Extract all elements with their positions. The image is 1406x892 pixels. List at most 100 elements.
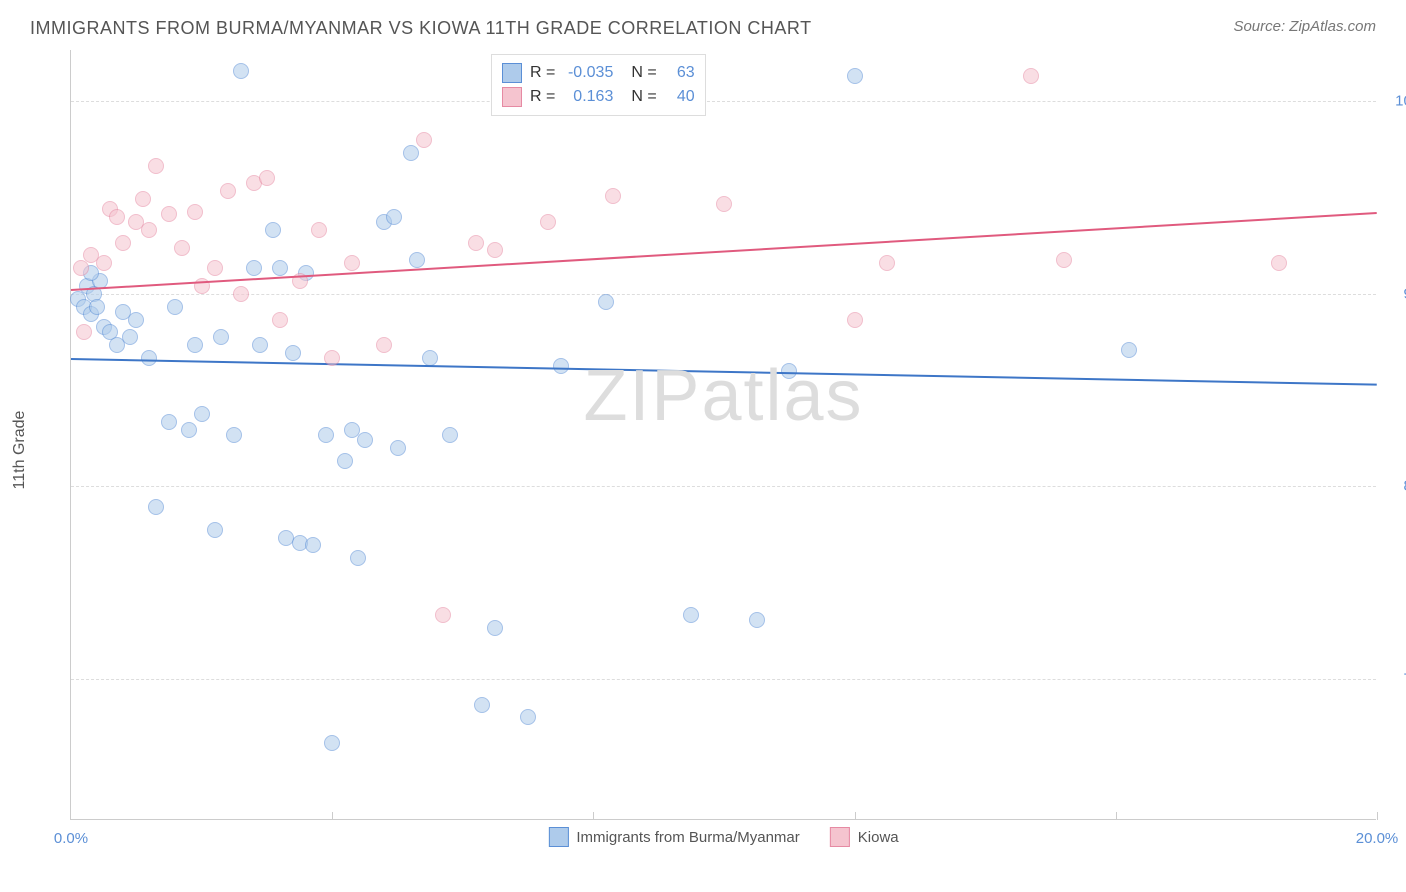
scatter-point [135,191,151,207]
scatter-point [96,255,112,271]
legend-statistics-box: R = -0.035 N = 63 R = 0.163 N = 40 [491,54,706,116]
scatter-point [148,158,164,174]
legend-N-label: N = [631,64,656,82]
legend-R-value: 0.163 [563,88,613,106]
scatter-point [167,299,183,315]
scatter-point [174,240,190,256]
scatter-point [148,499,164,515]
x-tick-mark [1377,812,1378,820]
scatter-point [207,260,223,276]
scatter-point [285,345,301,361]
legend-N-value: 40 [665,88,695,106]
scatter-point [194,406,210,422]
x-tick-mark [593,812,594,820]
scatter-point [781,363,797,379]
scatter-point [141,350,157,366]
scatter-point [416,132,432,148]
x-tick-mark [332,812,333,820]
scatter-point [233,286,249,302]
scatter-point [716,196,732,212]
legend-series-item: Immigrants from Burma/Myanmar [548,827,799,847]
legend-stat-row: R =-0.035N =63 [502,61,695,85]
scatter-point [109,209,125,225]
legend-swatch [830,827,850,847]
legend-swatch [502,87,522,107]
legend-R-label: R = [530,88,555,106]
scatter-point [226,427,242,443]
scatter-point [128,312,144,328]
chart-container: 11th Grade ZIPatlas R =-0.035N =63R =0.1… [50,50,1386,850]
trend-line [71,358,1377,386]
scatter-point [213,329,229,345]
scatter-point [272,312,288,328]
scatter-point [520,709,536,725]
scatter-point [318,427,334,443]
scatter-point [553,358,569,374]
scatter-point [474,697,490,713]
x-tick-label: 0.0% [54,830,88,847]
scatter-point [76,324,92,340]
scatter-point [409,252,425,268]
watermark-text: ZIPatlas [583,355,863,437]
scatter-point [1121,342,1137,358]
legend-series-label: Kiowa [858,829,899,846]
scatter-point [683,607,699,623]
gridline-horizontal [71,294,1376,295]
x-tick-mark [855,812,856,820]
scatter-point [311,222,327,238]
scatter-point [233,63,249,79]
gridline-horizontal [71,486,1376,487]
legend-N-label: N = [631,88,656,106]
scatter-point [487,620,503,636]
legend-stat-row: R = 0.163 N = 40 [502,85,695,109]
scatter-point [324,735,340,751]
scatter-point [220,183,236,199]
legend-swatch [548,827,568,847]
gridline-horizontal [71,679,1376,680]
scatter-point [847,68,863,84]
scatter-point [259,170,275,186]
chart-source: Source: ZipAtlas.com [1233,18,1376,35]
legend-series-bottom: Immigrants from Burma/Myanmar Kiowa [548,827,898,847]
y-tick-label: 92.5% [1386,285,1406,302]
y-axis-title: 11th Grade [11,411,29,490]
scatter-point [324,350,340,366]
scatter-point [115,235,131,251]
scatter-point [1023,68,1039,84]
scatter-point [337,453,353,469]
legend-R-value: -0.035 [563,64,613,82]
scatter-point [265,222,281,238]
scatter-point [540,214,556,230]
scatter-point [207,522,223,538]
chart-title: IMMIGRANTS FROM BURMA/MYANMAR VS KIOWA 1… [30,18,812,39]
scatter-point [187,337,203,353]
x-tick-label: 20.0% [1356,830,1399,847]
scatter-point [598,294,614,310]
scatter-point [141,222,157,238]
scatter-point [605,188,621,204]
scatter-point [305,537,321,553]
scatter-point [1271,255,1287,271]
scatter-point [749,612,765,628]
scatter-point [187,204,203,220]
scatter-point [468,235,484,251]
scatter-point [487,242,503,258]
scatter-point [403,145,419,161]
legend-series-item: Kiowa [830,827,899,847]
scatter-point [390,440,406,456]
scatter-point [350,550,366,566]
scatter-point [344,255,360,271]
scatter-point [386,209,402,225]
scatter-point [422,350,438,366]
scatter-point [879,255,895,271]
legend-series-label: Immigrants from Burma/Myanmar [576,829,799,846]
x-tick-mark [1116,812,1117,820]
y-tick-label: 77.5% [1386,670,1406,687]
scatter-point [246,260,262,276]
scatter-point [161,414,177,430]
scatter-point [122,329,138,345]
gridline-horizontal [71,101,1376,102]
scatter-point [89,299,105,315]
legend-N-value: 63 [665,64,695,82]
scatter-point [181,422,197,438]
